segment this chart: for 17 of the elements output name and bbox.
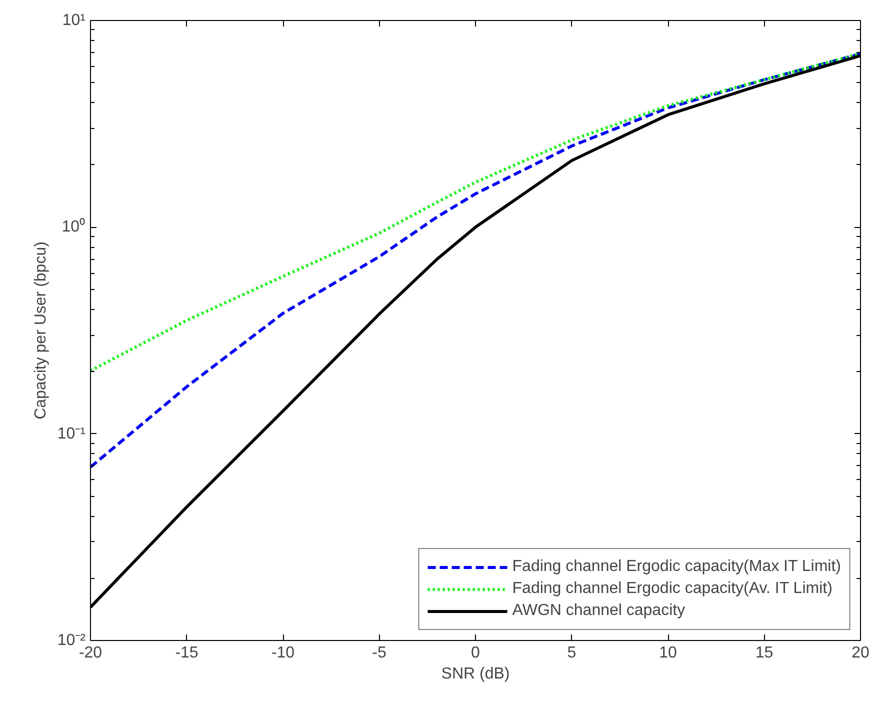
- x-tick-label: 10: [659, 644, 677, 662]
- x-axis-title: SNR (dB): [441, 666, 510, 682]
- line-series: [90, 52, 860, 469]
- x-tick-label: 0: [471, 644, 480, 662]
- x-tick-label: -5: [372, 644, 386, 662]
- y-tick-label: 10⁰: [62, 218, 86, 236]
- x-tick-label: -10: [271, 644, 295, 662]
- x-tick-label: 20: [852, 644, 870, 662]
- legend-label: Fading channel Ergodic capacity(Av. IT Limit): [512, 580, 832, 598]
- y-axis-title: Capacity per User (bpcu): [32, 242, 50, 420]
- legend-label: AWGN channel capacity: [512, 602, 686, 620]
- y-tick-label: 10¹: [62, 12, 86, 29]
- x-tick-label: 5: [567, 644, 576, 662]
- y-tick-label: 10⁻¹: [57, 425, 86, 442]
- x-tick-label: -15: [175, 644, 198, 662]
- x-tick-label: 15: [755, 644, 774, 662]
- legend-label: Fading channel Ergodic capacity(Max IT Limit): [512, 558, 841, 576]
